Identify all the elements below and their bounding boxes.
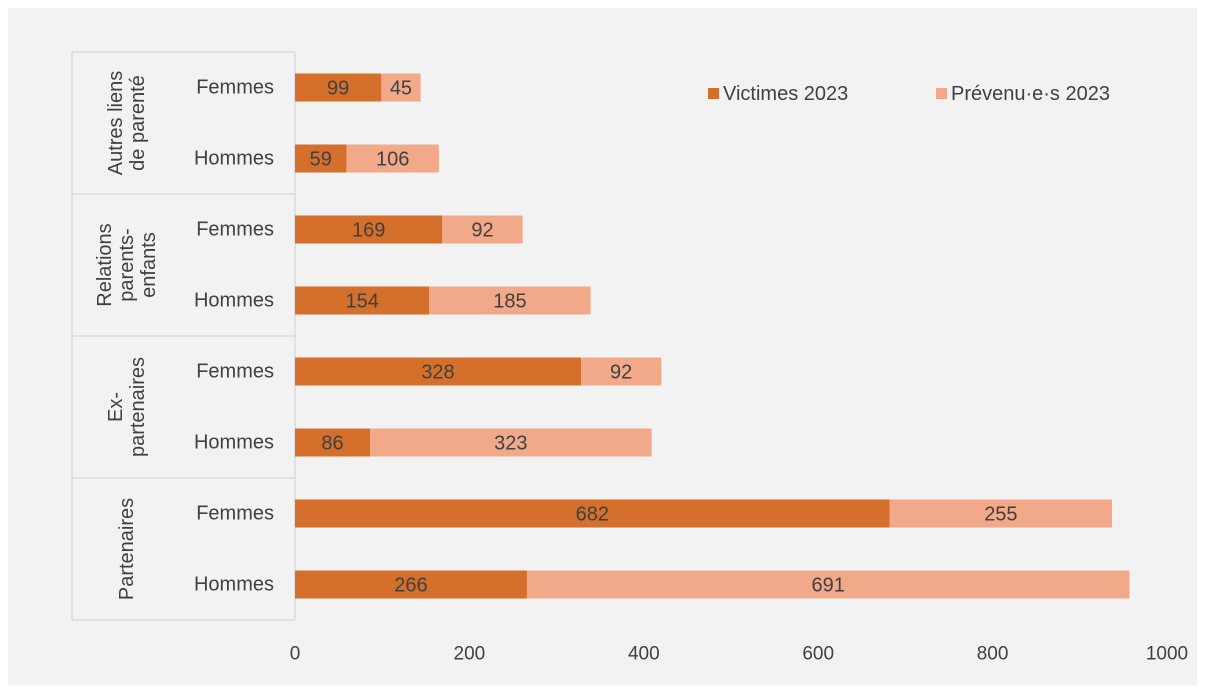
- bar-prevenus: [381, 73, 421, 102]
- x-tick-label: 400: [628, 644, 660, 665]
- data-label: 328: [421, 362, 454, 384]
- bar-victimes: [295, 286, 430, 315]
- bar-prevenus: [429, 286, 591, 315]
- data-label: 86: [321, 433, 343, 455]
- group-label: Partenaires: [116, 498, 138, 600]
- bar-victimes: [295, 499, 890, 528]
- bar-victimes: [295, 144, 347, 173]
- group-label: Ex-: [105, 392, 127, 422]
- group-label: Relations: [94, 223, 116, 306]
- chart-frame: Autres liens de parenté Relations parents-e…: [8, 8, 1197, 685]
- data-label: 691: [812, 575, 845, 597]
- data-label: 154: [345, 291, 378, 313]
- legend-label: Prévenu·e·s 2023: [951, 83, 1110, 105]
- data-label: 682: [576, 504, 609, 526]
- bar-victimes: [295, 73, 382, 102]
- data-label: 45: [390, 78, 412, 100]
- data-label: 99: [327, 78, 349, 100]
- data-label: 92: [610, 362, 632, 384]
- bar-prevenus: [889, 499, 1113, 528]
- category-label: Hommes: [194, 574, 274, 596]
- stacked-bar-chart: Autres liens de parenté Relations parents-e…: [71, 51, 1188, 665]
- x-tick-label: 200: [454, 644, 486, 665]
- bar-victimes: [295, 357, 582, 386]
- bar-prevenus: [526, 570, 1130, 599]
- category-label: Hommes: [194, 290, 274, 312]
- category-label: Femmes: [196, 219, 274, 241]
- x-tick-label: 600: [802, 644, 834, 665]
- legend-swatch-victimes: [708, 88, 719, 99]
- category-label: Femmes: [196, 503, 274, 525]
- bar-victimes: [295, 215, 443, 244]
- data-label: 323: [494, 433, 527, 455]
- category-label: Hommes: [194, 432, 274, 454]
- group-label: de parenté: [127, 75, 149, 171]
- category-label: Femmes: [196, 77, 274, 99]
- group-label: parents-: [116, 228, 138, 301]
- x-tick-label: 800: [977, 644, 1009, 665]
- group-label: partenaires: [127, 357, 149, 457]
- bar-victimes: [295, 428, 370, 457]
- data-label: 169: [352, 220, 385, 242]
- category-label: Hommes: [194, 148, 274, 170]
- bar-victimes: [295, 570, 527, 599]
- x-tick-label: 1000: [1146, 644, 1188, 665]
- data-label: 185: [493, 291, 526, 313]
- legend-swatch-prevenus: [936, 88, 947, 99]
- group-label: Autres liens: [105, 71, 127, 176]
- bar-prevenus: [369, 428, 652, 457]
- legend-label: Victimes 2023: [723, 83, 848, 105]
- bar-prevenus: [346, 144, 439, 173]
- data-label: 92: [471, 220, 493, 242]
- bar-prevenus: [442, 215, 523, 244]
- x-tick-label: 0: [290, 644, 301, 665]
- data-label: 59: [310, 149, 332, 171]
- bar-prevenus: [581, 357, 662, 386]
- data-label: 106: [376, 149, 409, 171]
- data-label: 266: [394, 575, 427, 597]
- group-label: enfants: [138, 232, 160, 298]
- category-label: Femmes: [196, 361, 274, 383]
- data-label: 255: [984, 504, 1017, 526]
